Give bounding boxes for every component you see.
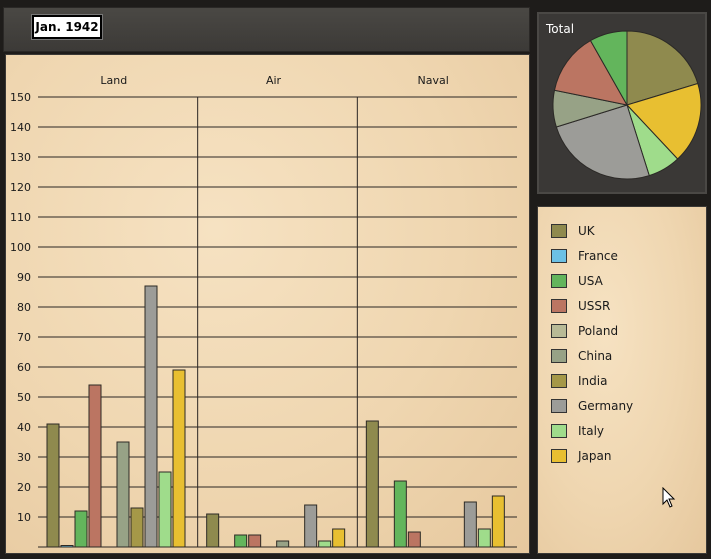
- bar-land-usa: [74, 510, 88, 548]
- pie-chart-panel: Total: [537, 12, 707, 194]
- legend-swatch: [551, 399, 567, 413]
- group-label-land: Land: [100, 74, 127, 87]
- bar-air-germany: [304, 504, 318, 548]
- legend-label: France: [578, 249, 618, 263]
- y-tick-label: 150: [10, 91, 31, 104]
- y-tick-label: 70: [17, 331, 31, 344]
- legend-label: USSR: [578, 299, 611, 313]
- bar-naval-italy: [477, 528, 491, 548]
- legend-swatch: [551, 299, 567, 313]
- y-tick-label: 140: [10, 121, 31, 134]
- bar-air-china: [276, 540, 290, 548]
- legend-swatch: [551, 449, 567, 463]
- pie-title: Total: [546, 22, 575, 36]
- bar-chart: 10 20 30 40 50 60 70 80 90 100 110 120 130 140 150 Land…: [10, 74, 517, 548]
- bar-air-japan: [332, 528, 346, 548]
- y-tick-label: 30: [17, 451, 31, 464]
- y-tick-label: 50: [17, 391, 31, 404]
- legend-label: UK: [578, 224, 595, 238]
- legend-label: Germany: [578, 399, 634, 413]
- date-label: Jan. 1942: [31, 14, 103, 40]
- legend-label: Poland: [578, 324, 619, 338]
- legend-swatch: [551, 324, 567, 338]
- y-tick-label: 100: [10, 241, 31, 254]
- bar-land-india: [130, 507, 144, 548]
- bar-air-usa: [234, 534, 248, 548]
- pie-slice-uk: [626, 30, 699, 106]
- y-tick-label: 130: [10, 151, 31, 164]
- bar-air-uk: [206, 513, 220, 548]
- group-label-air: Air: [266, 74, 282, 87]
- y-tick-label: 80: [17, 301, 31, 314]
- bar-naval-usa: [393, 480, 407, 548]
- legend-panel: UK France USA USSR Poland China India Germany It…: [537, 206, 707, 554]
- bar-chart-panel: 10 20 30 40 50 60 70 80 90 100 110 120 130 140 150 Land…: [5, 54, 530, 554]
- pie-slice-japan: [626, 82, 702, 160]
- legend-swatch: [551, 374, 567, 388]
- bar-land-ussr: [88, 384, 102, 548]
- bar-land-japan: [172, 369, 186, 548]
- mouse-cursor-icon: [662, 487, 676, 508]
- pie-slice-usa: [589, 30, 628, 107]
- bar-naval-uk: [365, 420, 379, 548]
- y-tick-label: 90: [17, 271, 31, 284]
- bar-land-france: [60, 545, 74, 548]
- legend-swatch: [551, 274, 567, 288]
- y-tick-label: 110: [10, 211, 31, 224]
- y-tick-label: 120: [10, 181, 31, 194]
- y-tick-label: 20: [17, 481, 31, 494]
- y-tick-label: 60: [17, 361, 31, 374]
- bar-land-china: [116, 441, 130, 548]
- legend-swatch: [551, 349, 567, 363]
- bar-naval-japan: [491, 495, 505, 548]
- group-label-naval: Naval: [418, 74, 449, 87]
- legend-label: Japan: [578, 449, 612, 463]
- bar-air-italy: [318, 540, 332, 548]
- legend-swatch: [551, 249, 567, 263]
- legend-swatch: [551, 224, 567, 238]
- y-tick-label: 40: [17, 421, 31, 434]
- bar-land-uk: [46, 423, 60, 548]
- legend-label: USA: [578, 274, 603, 288]
- legend-label: Italy: [578, 424, 605, 438]
- bar-naval-germany: [463, 501, 477, 548]
- legend-label: China: [578, 349, 613, 363]
- pie-slice-germany: [555, 104, 650, 180]
- bar-land-germany: [144, 285, 158, 548]
- legend-swatch: [551, 424, 567, 438]
- pie-slice-ussr: [553, 39, 628, 106]
- bar-land-italy: [158, 471, 172, 548]
- bar-air-ussr: [248, 534, 262, 548]
- y-tick-label: 10: [17, 511, 31, 524]
- pie-chart: [552, 30, 702, 180]
- bar-naval-ussr: [407, 531, 421, 548]
- legend-label: India: [578, 374, 608, 388]
